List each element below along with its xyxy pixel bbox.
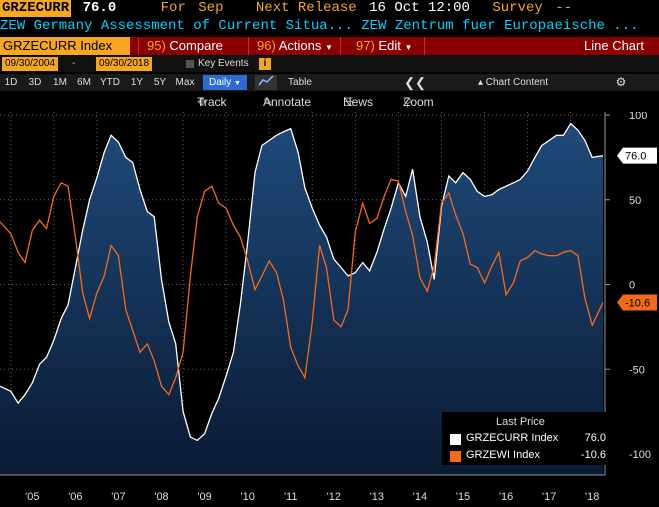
- edit-menu[interactable]: 97) Edit ▼: [356, 37, 412, 57]
- range-button[interactable]: 1M: [53, 77, 67, 88]
- line-chart-icon[interactable]: [255, 75, 277, 90]
- chevron-down-icon: ▼: [324, 43, 333, 52]
- frequency-dropdown[interactable]: Daily ▼: [203, 75, 247, 90]
- x-tick-label: '05: [25, 491, 39, 503]
- period-label: For: [160, 0, 186, 16]
- crosshair-icon: ✥: [197, 95, 208, 109]
- range-button[interactable]: 6M: [77, 77, 91, 88]
- svg-text:-10.6: -10.6: [625, 297, 650, 309]
- x-tick-label: '17: [542, 491, 556, 503]
- x-tick-label: '13: [370, 491, 384, 503]
- x-tick-label: '08: [154, 491, 168, 503]
- legend-item[interactable]: GRZEWI Index -10.6: [450, 449, 610, 463]
- legend-title: Last Price: [496, 416, 545, 428]
- legend-name: GRZEWI Index: [466, 449, 540, 461]
- table-button[interactable]: Table: [288, 77, 312, 88]
- survey-value: --: [555, 0, 572, 16]
- x-tick-label: '18: [585, 491, 599, 503]
- annotate-label: Annotate: [263, 95, 312, 109]
- x-tick-label: '06: [68, 491, 82, 503]
- key-events-label: Key Events: [198, 58, 249, 69]
- date-range-bar: 09/30/2004 - 09/30/2018 Key Events i: [0, 56, 659, 72]
- last-value-tag-sentiment: -10.6: [617, 294, 657, 311]
- chart-tools: ✥ Track ✎ Annotate ☰ News ⚲ Zoom: [185, 93, 460, 111]
- x-tick-label: '09: [197, 491, 211, 503]
- line-chart[interactable]: 100 50 0 -50 -100 '05 '06 '07 '08 '09 '10 '11 '12 '1…: [0, 112, 659, 507]
- range-button[interactable]: 1D: [4, 77, 18, 88]
- compare-menu[interactable]: 95) Compare: [147, 37, 223, 55]
- actions-label: Actions: [278, 38, 322, 53]
- range-button[interactable]: YTD: [100, 77, 120, 88]
- key-events-checkbox[interactable]: [186, 60, 194, 68]
- y-tick-label: -50: [629, 364, 645, 376]
- x-tick-label: '15: [456, 491, 470, 503]
- next-release-value: 16 Oct 12:00: [369, 0, 470, 16]
- svg-text:76.0: 76.0: [625, 151, 646, 163]
- range-button[interactable]: 1Y: [130, 77, 144, 88]
- range-button[interactable]: 5Y: [153, 77, 167, 88]
- compare-num: 95): [147, 38, 166, 53]
- legend-item[interactable]: GRZECURR Index 76.0: [450, 432, 610, 446]
- date-separator: -: [72, 58, 76, 69]
- news-label: News: [343, 95, 374, 109]
- ticker-label[interactable]: GRZECURR: [0, 0, 72, 17]
- chart-content-button[interactable]: ▴ Chart Content: [468, 75, 558, 90]
- actions-num: 96): [257, 38, 276, 53]
- y-tick-label: 0: [629, 280, 635, 292]
- x-tick-label: '14: [413, 491, 427, 503]
- news-icon: ☰: [343, 95, 354, 109]
- info-icon[interactable]: i: [259, 58, 271, 70]
- chart-type-label[interactable]: Line Chart: [584, 38, 644, 53]
- frequency-label: Daily: [209, 77, 232, 88]
- y-tick-label: -100: [629, 449, 651, 461]
- survey-label: Survey: [492, 0, 543, 16]
- security-description: ZEW Germany Assessment of Current Situa.…: [0, 18, 639, 34]
- range-button[interactable]: 3D: [28, 77, 42, 88]
- current-situation-area: [0, 123, 603, 475]
- last-value-tag-current: 76.0: [617, 147, 657, 164]
- chevron-down-icon: ▼: [404, 43, 413, 52]
- period-value: Sep: [198, 0, 224, 16]
- chart-content-icon: ▴: [477, 77, 483, 88]
- magnifier-icon: ⚲: [403, 95, 412, 109]
- collapse-left-icon[interactable]: ❮❮: [404, 75, 426, 90]
- zoom-label: Zoom: [403, 95, 434, 109]
- end-date-input[interactable]: 09/30/2018: [96, 57, 153, 71]
- x-tick-label: '16: [499, 491, 513, 503]
- chart-content-label: Chart Content: [485, 77, 549, 88]
- chevron-down-icon: ▼: [234, 80, 241, 87]
- ticker-field[interactable]: GRZECURR Index: [0, 37, 130, 55]
- chart-legend: Last Price GRZECURR Index 76.0 GRZEWI In…: [442, 412, 614, 465]
- security-header: GRZECURR 76.0 For Sep Next Release 16 Oc…: [0, 0, 659, 17]
- legend-name: GRZECURR Index: [466, 432, 559, 444]
- current-situation-line: [0, 122, 604, 442]
- function-menu-bar: GRZECURR Index 95) Compare 96) Actions ▼…: [0, 37, 659, 55]
- edit-label: Edit: [378, 38, 401, 53]
- x-tick-label: '11: [284, 491, 298, 503]
- x-tick-label: '12: [327, 491, 341, 503]
- y-tick-label: 50: [629, 195, 641, 207]
- range-button[interactable]: Max: [175, 77, 195, 88]
- legend-value: -10.6: [580, 449, 606, 461]
- legend-value: 76.0: [584, 432, 606, 444]
- sentiment-line: [0, 178, 604, 396]
- track-label: Track: [197, 95, 227, 109]
- legend-swatch: [450, 451, 461, 462]
- gear-icon[interactable]: ⚙: [615, 75, 627, 89]
- chart-toolbar: 1D 3D 1M 6M YTD 1Y 5Y Max Daily ▼ Table …: [0, 74, 659, 91]
- x-tick-label: '07: [111, 491, 125, 503]
- y-tick-label: 100: [629, 112, 647, 122]
- edit-num: 97): [356, 38, 375, 53]
- legend-swatch: [450, 434, 461, 445]
- compare-label: Compare: [169, 38, 223, 53]
- start-date-input[interactable]: 09/30/2004: [2, 57, 59, 71]
- last-value: 76.0: [82, 0, 117, 16]
- next-release-label: Next Release: [255, 0, 357, 16]
- pencil-icon: ✎: [263, 95, 274, 109]
- x-tick-label: '10: [240, 491, 254, 503]
- actions-menu[interactable]: 96) Actions ▼: [257, 37, 333, 57]
